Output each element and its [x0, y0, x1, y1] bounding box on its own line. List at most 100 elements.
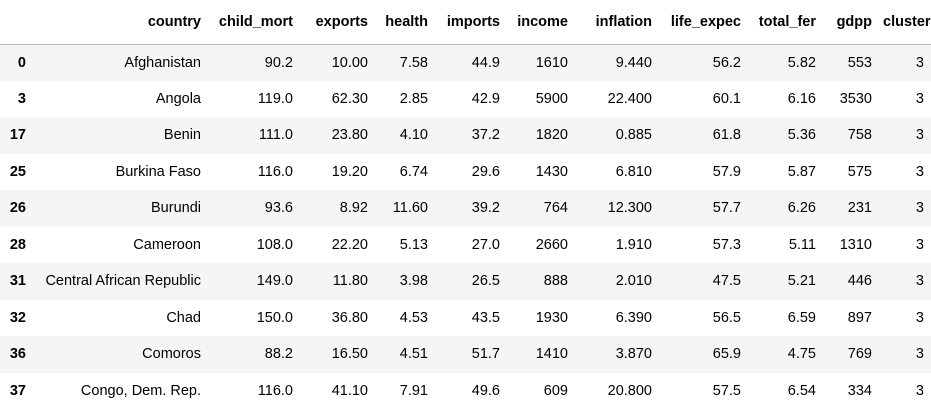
cell-inflation: 3.870: [575, 336, 659, 373]
cell-health: 3.98: [375, 263, 435, 300]
cell-imports: 51.7: [435, 336, 507, 373]
column-header-imports: imports: [435, 0, 507, 44]
cell-exports: 22.20: [300, 227, 375, 264]
cell-life-expec: 60.1: [659, 81, 748, 118]
column-header-cluster: cluster: [879, 0, 931, 44]
column-header-life-expec: life_expec: [659, 0, 748, 44]
cell-health: 4.10: [375, 117, 435, 154]
cell-health: 6.74: [375, 154, 435, 191]
cell-income: 764: [507, 190, 575, 227]
column-header-income: income: [507, 0, 575, 44]
column-header-total-fer: total_fer: [748, 0, 823, 44]
cell-child-mort: 111.0: [208, 117, 300, 154]
cell-life-expec: 47.5: [659, 263, 748, 300]
cell-inflation: 22.400: [575, 81, 659, 118]
row-index: 25: [0, 154, 33, 191]
cell-child-mort: 150.0: [208, 300, 300, 337]
cell-country: Afghanistan: [33, 44, 208, 81]
row-index: 36: [0, 336, 33, 373]
cell-gdpp: 1310: [823, 227, 879, 264]
cell-inflation: 1.910: [575, 227, 659, 264]
cell-cluster: 3: [879, 190, 931, 227]
cell-total-fer: 6.16: [748, 81, 823, 118]
cell-cluster: 3: [879, 154, 931, 191]
cell-country: Burundi: [33, 190, 208, 227]
cell-imports: 43.5: [435, 300, 507, 337]
cell-imports: 27.0: [435, 227, 507, 264]
cell-exports: 16.50: [300, 336, 375, 373]
column-header-gdpp: gdpp: [823, 0, 879, 44]
cell-child-mort: 108.0: [208, 227, 300, 264]
cell-cluster: 3: [879, 117, 931, 154]
cell-income: 1820: [507, 117, 575, 154]
row-index: 28: [0, 227, 33, 264]
cell-total-fer: 6.26: [748, 190, 823, 227]
cell-country: Cameroon: [33, 227, 208, 264]
cell-cluster: 3: [879, 300, 931, 337]
cell-exports: 19.20: [300, 154, 375, 191]
cell-inflation: 2.010: [575, 263, 659, 300]
column-header-country: country: [33, 0, 208, 44]
cell-child-mort: 119.0: [208, 81, 300, 118]
cell-inflation: 0.885: [575, 117, 659, 154]
cell-cluster: 3: [879, 263, 931, 300]
cell-health: 5.13: [375, 227, 435, 264]
row-index: 32: [0, 300, 33, 337]
row-index: 3: [0, 81, 33, 118]
column-header-inflation: inflation: [575, 0, 659, 44]
cell-health: 7.58: [375, 44, 435, 81]
cell-health: 4.53: [375, 300, 435, 337]
cell-child-mort: 93.6: [208, 190, 300, 227]
cell-inflation: 9.440: [575, 44, 659, 81]
cell-gdpp: 553: [823, 44, 879, 81]
cell-imports: 39.2: [435, 190, 507, 227]
cell-total-fer: 5.11: [748, 227, 823, 264]
cell-inflation: 6.810: [575, 154, 659, 191]
cell-exports: 36.80: [300, 300, 375, 337]
cell-income: 1610: [507, 44, 575, 81]
cell-country: Chad: [33, 300, 208, 337]
cell-cluster: 3: [879, 44, 931, 81]
row-index: 0: [0, 44, 33, 81]
cell-gdpp: 446: [823, 263, 879, 300]
cell-income: 2660: [507, 227, 575, 264]
cell-gdpp: 897: [823, 300, 879, 337]
cell-imports: 37.2: [435, 117, 507, 154]
cell-exports: 23.80: [300, 117, 375, 154]
cell-life-expec: 57.7: [659, 190, 748, 227]
cell-country: Burkina Faso: [33, 154, 208, 191]
cell-child-mort: 116.0: [208, 154, 300, 191]
cell-total-fer: 5.21: [748, 263, 823, 300]
cell-life-expec: 56.2: [659, 44, 748, 81]
cell-total-fer: 6.59: [748, 300, 823, 337]
cell-income: 888: [507, 263, 575, 300]
index-column-header: [0, 0, 33, 44]
cell-life-expec: 65.9: [659, 336, 748, 373]
cell-cluster: 3: [879, 81, 931, 118]
cell-country: Benin: [33, 117, 208, 154]
cell-child-mort: 149.0: [208, 263, 300, 300]
cell-exports: 11.80: [300, 263, 375, 300]
cell-income: 1410: [507, 336, 575, 373]
cell-total-fer: 5.82: [748, 44, 823, 81]
row-index: 26: [0, 190, 33, 227]
row-index: 31: [0, 263, 33, 300]
column-header-child-mort: child_mort: [208, 0, 300, 44]
cell-income: 5900: [507, 81, 575, 118]
cell-country: Central African Republic: [33, 263, 208, 300]
cell-life-expec: 56.5: [659, 300, 748, 337]
cell-income: 1430: [507, 154, 575, 191]
cell-gdpp: 575: [823, 154, 879, 191]
cell-life-expec: 61.8: [659, 117, 748, 154]
cell-total-fer: 4.75: [748, 336, 823, 373]
cell-exports: 62.30: [300, 81, 375, 118]
